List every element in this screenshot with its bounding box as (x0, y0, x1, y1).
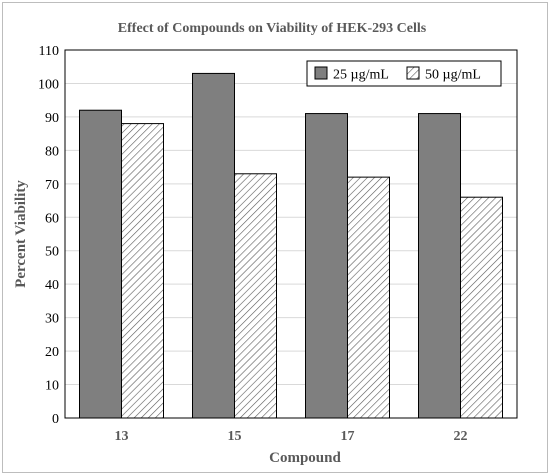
plot-area-border (64, 49, 518, 419)
bar-25-compound-17 (305, 113, 348, 419)
chart-title: Effect of Compounds on Viability of HEK-… (118, 21, 427, 36)
y-tick-labels: 0 10 20 30 40 50 60 70 80 90 100 110 (38, 44, 59, 427)
legend: 25 µg/mL 50 µg/mL (306, 60, 502, 87)
y-tick-label: 50 (45, 245, 59, 260)
y-tick-label: 100 (38, 77, 59, 92)
bar-50-compound-22 (460, 196, 503, 419)
y-tick-label: 110 (39, 44, 59, 59)
legend-label-50: 50 µg/mL (425, 68, 481, 83)
bars (79, 72, 503, 419)
x-tick-label: 22 (454, 429, 468, 444)
x-tick-label: 17 (341, 429, 355, 444)
legend-swatch-25 (314, 66, 328, 80)
y-tick-label: 20 (45, 345, 59, 360)
y-tick-label: 60 (45, 211, 59, 226)
x-tick-label: 13 (115, 429, 129, 444)
x-tick-label: 15 (228, 429, 242, 444)
bar-50-compound-13 (121, 123, 164, 419)
y-tick-label: 90 (45, 111, 59, 126)
y-tick-label: 0 (52, 412, 59, 427)
legend-label-25: 25 µg/mL (333, 68, 389, 83)
y-tick-label: 30 (45, 312, 59, 327)
y-tick-label: 80 (45, 144, 59, 159)
y-tick-label: 10 (45, 379, 59, 394)
y-tick-label: 40 (45, 278, 59, 293)
y-axis-label: Percent Viability (13, 180, 29, 288)
bar-50-compound-17 (347, 176, 390, 419)
bar-50-compound-15 (234, 173, 277, 419)
y-tick-label: 70 (45, 178, 59, 193)
bar-25-compound-13 (79, 109, 122, 419)
bar-25-compound-15 (192, 72, 235, 419)
x-tick-labels: 13 15 17 22 (115, 429, 468, 444)
legend-box (306, 60, 502, 87)
legend-swatch-50 (406, 66, 420, 80)
bar-25-compound-22 (418, 113, 461, 419)
x-axis-label: Compound (269, 450, 341, 466)
